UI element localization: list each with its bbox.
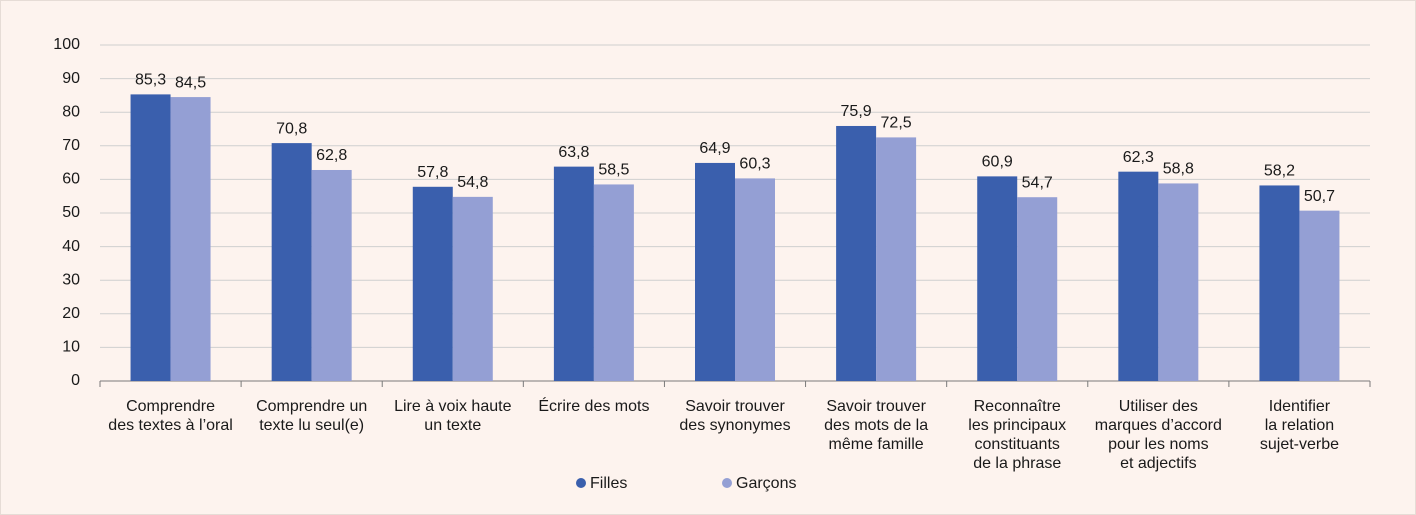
value-label: 62,8 — [316, 147, 347, 164]
x-tick-label: Lire à voix haute — [394, 398, 512, 415]
y-tick-label: 50 — [62, 204, 80, 221]
x-tick-label: des synonymes — [679, 417, 790, 434]
x-tick-label: la relation — [1265, 417, 1334, 434]
value-label: 58,8 — [1163, 161, 1194, 178]
bar — [1017, 197, 1058, 381]
bar — [876, 137, 917, 381]
x-tick-label: Reconnaître — [974, 398, 1061, 415]
x-tick-label: Savoir trouver — [685, 398, 785, 415]
bar — [593, 184, 634, 381]
x-tick-label: texte lu seul(e) — [259, 417, 364, 434]
bar — [1158, 183, 1199, 381]
x-tick-label: des mots de la — [824, 417, 928, 434]
value-label: 84,5 — [175, 74, 206, 91]
bar — [1299, 210, 1340, 381]
x-tick-label: constituants — [975, 436, 1060, 453]
x-tick-label: Identifier — [1269, 398, 1331, 415]
value-label: 58,2 — [1264, 163, 1295, 180]
y-tick-label: 0 — [71, 372, 80, 389]
value-label: 85,3 — [135, 72, 166, 89]
legend-label: Garçons — [736, 475, 796, 492]
x-tick-label: même famille — [829, 436, 924, 453]
x-tick-label: pour les noms — [1108, 436, 1209, 453]
bar — [735, 178, 775, 381]
bar — [553, 166, 594, 381]
bar — [1118, 171, 1159, 381]
bar — [311, 169, 352, 381]
value-label: 58,5 — [598, 162, 629, 179]
y-tick-label: 100 — [53, 36, 80, 53]
x-tick-label: marques d’accord — [1095, 417, 1222, 434]
y-tick-label: 60 — [62, 171, 80, 188]
value-label: 54,8 — [457, 174, 488, 191]
x-tick-label: et adjectifs — [1120, 455, 1196, 472]
x-tick-label: Comprendre — [126, 398, 215, 415]
x-tick-label: des textes à l’oral — [108, 417, 233, 434]
bar — [412, 186, 453, 381]
value-label: 70,8 — [276, 120, 307, 137]
value-label: 54,7 — [1022, 174, 1053, 191]
legend-marker — [722, 478, 732, 488]
y-tick-label: 40 — [62, 238, 80, 255]
legend-label: Filles — [590, 475, 627, 492]
value-label: 62,3 — [1123, 149, 1154, 166]
legend-marker — [576, 478, 586, 488]
x-tick-label: de la phrase — [973, 455, 1061, 472]
y-tick-label: 20 — [62, 305, 80, 322]
bar — [170, 97, 211, 381]
x-tick-label: un texte — [424, 417, 481, 434]
bar — [1259, 185, 1300, 381]
bar — [836, 125, 877, 381]
y-tick-label: 10 — [62, 339, 80, 356]
value-label: 60,9 — [982, 154, 1013, 171]
x-tick-label: les principaux — [968, 417, 1066, 434]
x-tick-label: Comprendre un — [256, 398, 367, 415]
value-label: 63,8 — [558, 144, 589, 161]
y-tick-label: 30 — [62, 271, 80, 288]
x-tick-label: Écrire des mots — [538, 396, 649, 415]
x-tick-label: Savoir trouver — [826, 398, 926, 415]
value-label: 57,8 — [417, 164, 448, 181]
value-label: 50,7 — [1304, 188, 1335, 205]
x-tick-label: Utiliser des — [1119, 398, 1198, 415]
value-label: 64,9 — [699, 140, 730, 157]
bar — [271, 143, 312, 381]
x-tick-label: sujet-verbe — [1260, 436, 1339, 453]
y-tick-label: 90 — [62, 70, 80, 87]
y-tick-label: 80 — [62, 103, 80, 120]
y-tick-label: 70 — [62, 137, 80, 154]
bar — [130, 94, 171, 381]
bar — [452, 196, 493, 381]
value-label: 75,9 — [841, 103, 872, 120]
value-label: 72,5 — [881, 115, 912, 132]
bar — [977, 176, 1018, 381]
bar — [695, 162, 735, 381]
value-label: 60,3 — [739, 156, 770, 173]
